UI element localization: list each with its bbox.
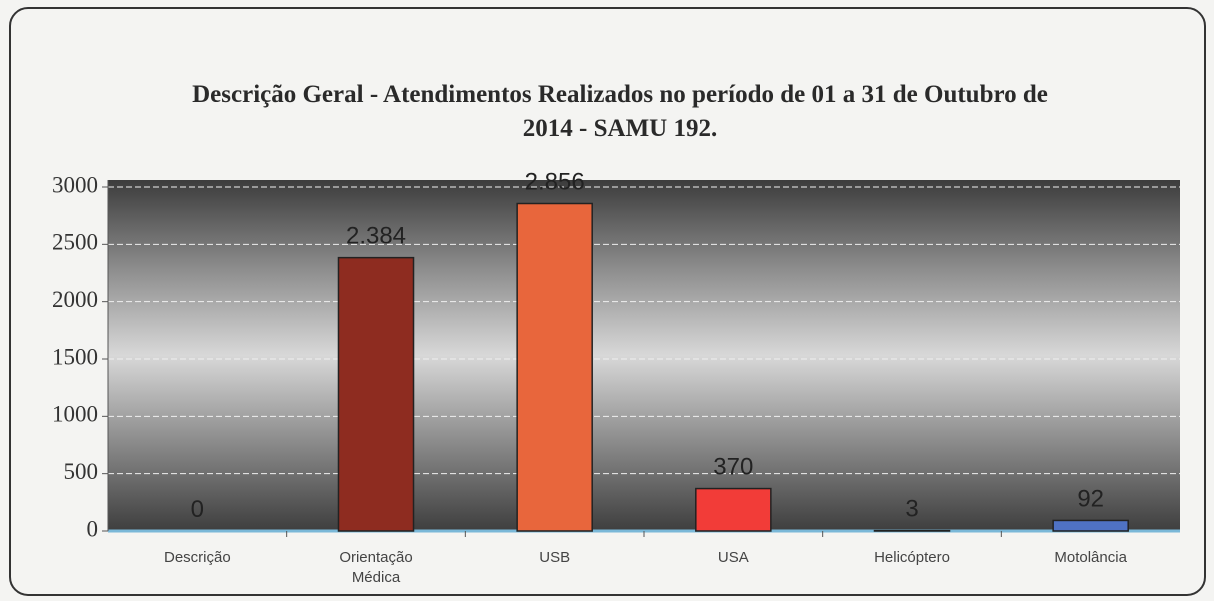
x-tick-label: USB [539, 549, 571, 566]
bar [695, 487, 772, 532]
y-tick-label: 3000 [52, 172, 98, 197]
bar [516, 202, 593, 532]
chart-title: Descrição Geral - Atendimentos Realizado… [192, 81, 1048, 142]
y-tick-label: 1000 [52, 402, 98, 427]
y-tick-label: 2500 [52, 230, 98, 255]
y-tick-label: 2000 [52, 287, 98, 312]
bar [337, 256, 415, 532]
x-tick-label: Motolância [1054, 549, 1127, 566]
y-tick-label: 500 [64, 459, 99, 484]
value-label: 0 [191, 496, 204, 523]
x-tick-label: Orientação Médica [339, 549, 413, 586]
plot-area [108, 180, 1180, 531]
x-tick-label: Descrição [163, 549, 231, 566]
y-tick-label: 0 [87, 516, 99, 541]
x-tick-label: USA [717, 549, 749, 566]
frame [9, 7, 1206, 596]
value-label: 92 [1077, 485, 1104, 512]
bar [1052, 519, 1129, 532]
value-label: 370 [713, 454, 753, 481]
value-label: 2.856 [525, 169, 585, 196]
value-label: 3 [905, 496, 918, 523]
y-tick-label: 1500 [52, 344, 98, 369]
x-tick-label: Helicóptero [874, 549, 950, 566]
value-label: 2.384 [346, 223, 406, 250]
